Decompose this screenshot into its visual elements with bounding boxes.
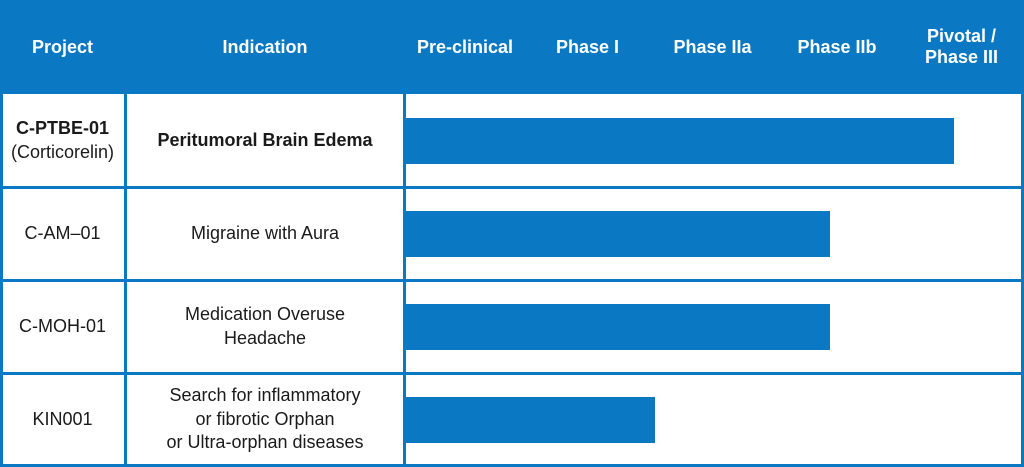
project-name: KIN001	[32, 408, 93, 429]
table-border-bottom	[0, 464, 1024, 467]
row-separator	[0, 186, 1024, 189]
project-cell: C-AM–01	[0, 187, 125, 280]
header-project: Project	[31, 36, 94, 57]
indication-cell: Migraine with Aura	[190, 222, 340, 243]
project-name: C-AM–01	[24, 222, 101, 243]
header-indication: Indication	[222, 36, 308, 57]
project-subtitle: (Corticorelin)	[10, 141, 115, 162]
project-name: C-MOH-01	[18, 315, 106, 336]
progress-bar	[406, 303, 830, 350]
header-phase-3: Pivotal / Phase III	[924, 26, 999, 67]
project-cell: C-MOH-01	[0, 280, 125, 373]
project-name: C-PTBE-01	[15, 118, 109, 139]
row-separator	[0, 279, 1024, 282]
indication-cell: Search for inflammatory or fibrotic Orph…	[166, 385, 364, 453]
progress-bar	[406, 396, 655, 443]
indication-cell: Medication Overuse Headache	[184, 304, 346, 348]
project-cell: C-PTBE-01 (Corticorelin)	[0, 94, 125, 187]
progress-bar	[406, 117, 954, 164]
progress-bar	[406, 210, 830, 257]
header-phase-preclinical: Pre-clinical	[416, 36, 514, 57]
project-cell: KIN001	[0, 373, 125, 466]
row-separator	[0, 372, 1024, 375]
header-phase-2b: Phase IIb	[797, 36, 877, 57]
indication-cell: Peritumoral Brain Edema	[157, 129, 373, 150]
header-phase-2a: Phase IIa	[673, 36, 752, 57]
header-phase-1: Phase I	[555, 36, 620, 57]
table-header: Project Indication Pre-clinical Phase I …	[0, 0, 1024, 94]
